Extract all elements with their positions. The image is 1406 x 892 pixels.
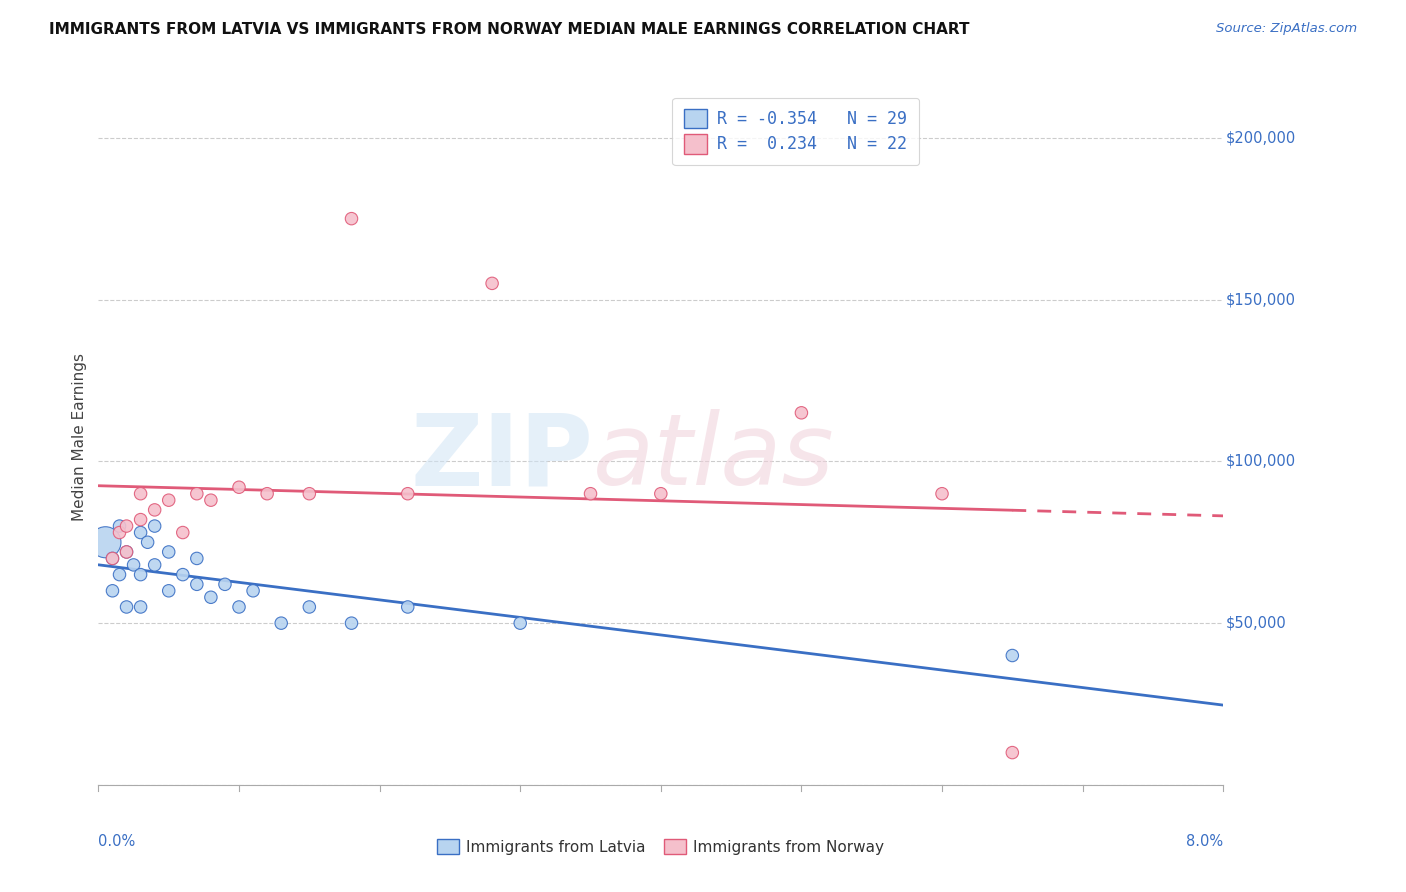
Point bbox=[579, 486, 602, 500]
Point bbox=[186, 551, 208, 566]
Point bbox=[108, 567, 131, 582]
Point bbox=[270, 616, 292, 631]
Point bbox=[186, 577, 208, 591]
Point bbox=[115, 519, 138, 533]
Text: $200,000: $200,000 bbox=[1226, 130, 1296, 145]
Point bbox=[509, 616, 531, 631]
Point bbox=[298, 599, 321, 614]
Text: 8.0%: 8.0% bbox=[1187, 834, 1223, 848]
Point bbox=[157, 583, 180, 598]
Point bbox=[931, 486, 953, 500]
Text: ZIP: ZIP bbox=[411, 409, 593, 507]
Point bbox=[136, 535, 159, 549]
Point bbox=[94, 535, 117, 549]
Text: $50,000: $50,000 bbox=[1226, 615, 1286, 631]
Text: $100,000: $100,000 bbox=[1226, 454, 1295, 469]
Point bbox=[122, 558, 145, 572]
Point bbox=[200, 591, 222, 605]
Point bbox=[129, 486, 152, 500]
Point bbox=[129, 513, 152, 527]
Point bbox=[790, 406, 813, 420]
Point bbox=[650, 486, 672, 500]
Point bbox=[101, 583, 124, 598]
Point bbox=[115, 545, 138, 559]
Point bbox=[481, 277, 503, 291]
Point bbox=[157, 493, 180, 508]
Point bbox=[242, 583, 264, 598]
Point bbox=[129, 567, 152, 582]
Text: atlas: atlas bbox=[593, 409, 835, 507]
Point bbox=[108, 519, 131, 533]
Point bbox=[157, 545, 180, 559]
Point bbox=[115, 599, 138, 614]
Text: 0.0%: 0.0% bbox=[98, 834, 135, 848]
Point bbox=[186, 486, 208, 500]
Point bbox=[143, 503, 166, 517]
Point bbox=[143, 558, 166, 572]
Point bbox=[143, 519, 166, 533]
Y-axis label: Median Male Earnings: Median Male Earnings bbox=[72, 353, 87, 521]
Point bbox=[115, 545, 138, 559]
Point bbox=[256, 486, 278, 500]
Point bbox=[228, 480, 250, 494]
Point bbox=[200, 493, 222, 508]
Text: Source: ZipAtlas.com: Source: ZipAtlas.com bbox=[1216, 22, 1357, 36]
Point bbox=[129, 525, 152, 540]
Point bbox=[340, 616, 363, 631]
Text: $150,000: $150,000 bbox=[1226, 292, 1295, 307]
Point bbox=[1001, 746, 1024, 760]
Text: IMMIGRANTS FROM LATVIA VS IMMIGRANTS FROM NORWAY MEDIAN MALE EARNINGS CORRELATIO: IMMIGRANTS FROM LATVIA VS IMMIGRANTS FRO… bbox=[49, 22, 970, 37]
Point bbox=[396, 599, 419, 614]
Point bbox=[101, 551, 124, 566]
Point bbox=[172, 567, 194, 582]
Point bbox=[228, 599, 250, 614]
Point bbox=[129, 599, 152, 614]
Point bbox=[340, 211, 363, 226]
Point bbox=[396, 486, 419, 500]
Point bbox=[172, 525, 194, 540]
Point bbox=[1001, 648, 1024, 663]
Point bbox=[108, 525, 131, 540]
Point bbox=[298, 486, 321, 500]
Legend: Immigrants from Latvia, Immigrants from Norway: Immigrants from Latvia, Immigrants from … bbox=[432, 832, 890, 861]
Point bbox=[214, 577, 236, 591]
Point bbox=[101, 551, 124, 566]
